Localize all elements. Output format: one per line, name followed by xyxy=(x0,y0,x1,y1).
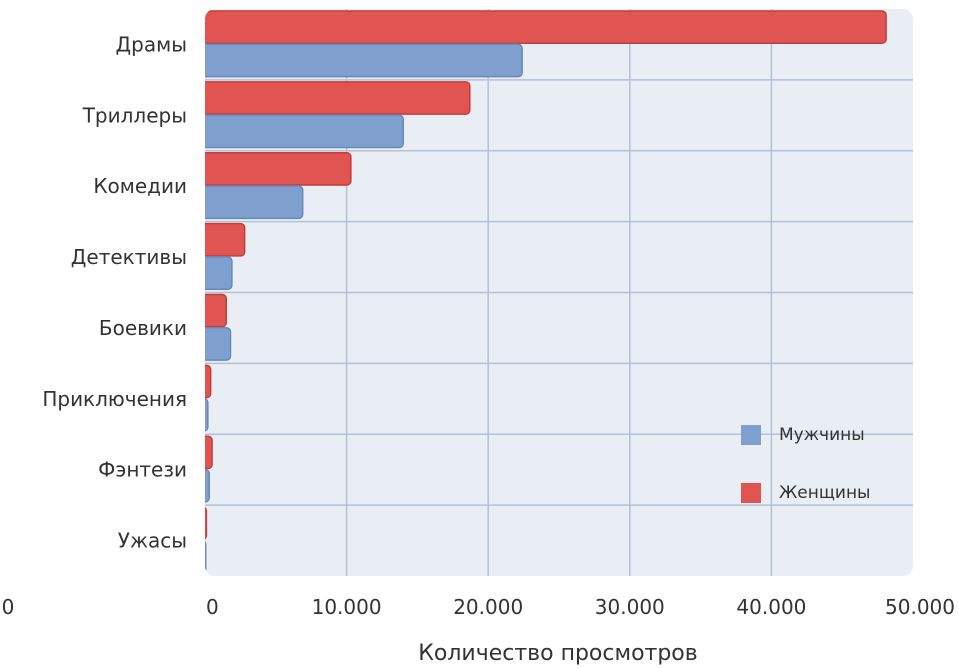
x-tick-label: 0 xyxy=(206,595,219,619)
category-label: Триллеры xyxy=(82,103,187,127)
bars xyxy=(205,10,887,574)
bar-male xyxy=(205,397,209,432)
x-tick-label: 50.000 xyxy=(885,595,955,619)
bar-female xyxy=(205,364,212,399)
category-label: Фэнтези xyxy=(98,458,187,482)
category-label: Детективы xyxy=(71,245,187,269)
bar-female xyxy=(205,293,227,328)
bar-male xyxy=(205,114,404,149)
x-tick-label: 40.000 xyxy=(736,595,806,619)
legend-swatch xyxy=(741,425,761,445)
bar-female xyxy=(205,10,887,45)
bar-male xyxy=(205,256,233,290)
category-labels: Драмы Триллеры Комедии Детективы Боевики Прик… xyxy=(42,32,187,552)
legend: Мужчины Женщины xyxy=(741,425,870,503)
category-label: Драмы xyxy=(116,32,187,56)
category-label: Боевики xyxy=(99,316,187,340)
x-tick-labels: 0 10.000 20.000 30.000 40.000 50.000 xyxy=(206,595,955,619)
bar-female xyxy=(205,152,352,186)
bar-male xyxy=(205,468,210,503)
bar-male xyxy=(205,327,232,361)
bar-female xyxy=(205,81,471,115)
bar-male xyxy=(205,185,304,220)
x-axis-title: Количество просмотров xyxy=(418,641,697,666)
bar-female xyxy=(205,506,208,541)
grid xyxy=(205,9,913,576)
x-tick-label: 30.000 xyxy=(595,595,665,619)
legend-swatch xyxy=(741,483,761,503)
bar-male xyxy=(205,43,523,78)
extra-left-label: 0 xyxy=(2,595,15,619)
category-label: Приключения xyxy=(42,387,187,411)
bar-male xyxy=(205,539,207,574)
category-label: Ужасы xyxy=(118,529,187,553)
category-label: Комедии xyxy=(93,174,187,198)
legend-label: Мужчины xyxy=(779,425,865,445)
x-tick-label: 10.000 xyxy=(312,595,382,619)
x-tick-label: 20.000 xyxy=(453,595,523,619)
legend-label: Женщины xyxy=(779,483,870,503)
bar-female xyxy=(205,435,213,470)
bar-female xyxy=(205,222,246,257)
